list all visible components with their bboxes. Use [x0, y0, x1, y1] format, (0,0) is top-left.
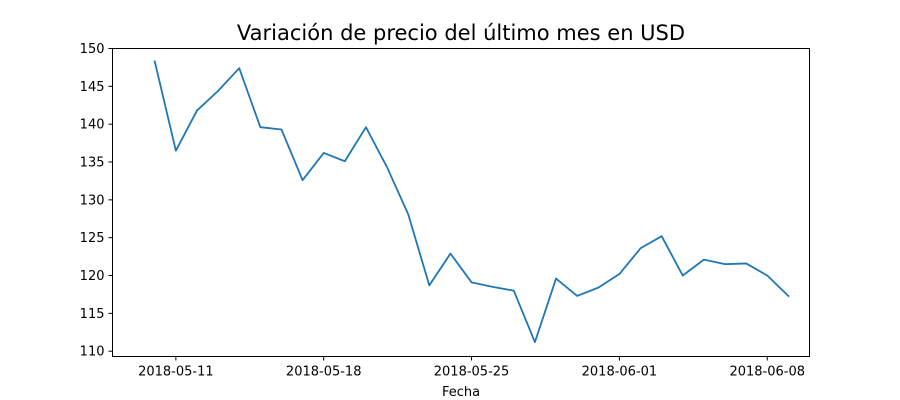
x-tick-label: 2018-05-18	[286, 365, 362, 380]
x-tick-label: 2018-05-25	[434, 365, 510, 380]
data-point	[217, 90, 219, 92]
data-point	[470, 281, 472, 283]
y-tick-label: 135	[80, 156, 105, 171]
data-point	[576, 295, 578, 297]
data-point	[386, 166, 388, 168]
data-point	[513, 289, 515, 291]
data-point	[618, 273, 620, 275]
data-point	[154, 60, 156, 62]
data-point	[534, 341, 536, 343]
data-point	[301, 179, 303, 181]
data-point	[428, 284, 430, 286]
data-point	[280, 128, 282, 130]
data-point	[344, 160, 346, 162]
data-point	[555, 277, 557, 279]
data-point	[724, 263, 726, 265]
y-tick-label: 110	[80, 345, 105, 360]
data-point	[745, 262, 747, 264]
data-point	[196, 109, 198, 111]
y-tick-label: 120	[80, 269, 105, 284]
data-point	[682, 274, 684, 276]
data-point	[365, 126, 367, 128]
data-point	[766, 274, 768, 276]
y-tick-label: 140	[80, 118, 105, 133]
y-axis: 110 115 120 125 130 135 140 145 150	[80, 42, 113, 360]
data-point	[703, 258, 705, 260]
data-point	[259, 126, 261, 128]
x-axis-label: Fecha	[442, 385, 480, 400]
series-line	[153, 60, 790, 344]
data-point	[175, 149, 177, 151]
data-point	[660, 235, 662, 237]
data-point	[491, 286, 493, 288]
x-tick-label: 2018-06-08	[729, 365, 805, 380]
data-point	[407, 213, 409, 215]
data-point	[639, 247, 641, 249]
y-tick-label: 115	[80, 307, 105, 322]
y-tick-label: 130	[80, 193, 105, 208]
data-point	[787, 295, 789, 297]
data-point	[597, 286, 599, 288]
plot-area	[153, 60, 790, 344]
x-tick-label: 2018-06-01	[582, 365, 658, 380]
chart-title: Variación de precio del último mes en US…	[237, 21, 685, 45]
y-tick-label: 150	[80, 42, 105, 57]
plot-frame	[112, 48, 810, 357]
data-point	[323, 152, 325, 154]
x-tick-label: 2018-05-11	[138, 365, 214, 380]
data-point	[449, 252, 451, 254]
y-tick-label: 145	[80, 80, 105, 95]
y-tick-label: 125	[80, 231, 105, 246]
x-axis: 2018-05-11 2018-05-18 2018-05-25 2018-06-01…	[138, 356, 805, 380]
data-point	[238, 67, 240, 69]
